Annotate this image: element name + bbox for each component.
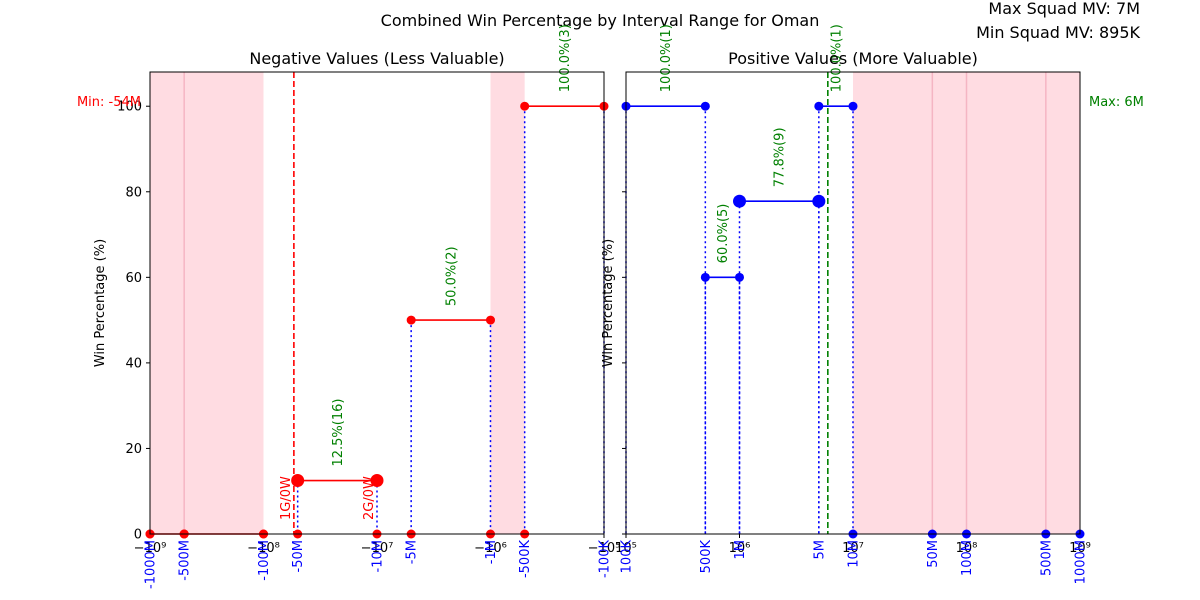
positive-segment-point: [735, 272, 744, 282]
negative-segment-label: 50.0%(2): [444, 246, 459, 306]
negative-segment-point: [291, 474, 305, 488]
negative-xtick-label: −10⁵: [588, 541, 621, 556]
positive-segment-label: 77.8%(9): [773, 127, 788, 187]
positive-segment-point: [733, 194, 746, 208]
positive-xtick-label: 10⁹: [1069, 541, 1091, 556]
negative-interval-label: -100K: [598, 540, 613, 579]
positive-reference-label: Max: 6M: [1089, 95, 1144, 110]
positive-segment-point: [848, 101, 858, 111]
negative-shaded-range: [150, 72, 264, 534]
positive-xtick-label: 10⁷: [842, 541, 864, 556]
min-squad-mv-note: Min Squad MV: 895K: [976, 23, 1140, 42]
negative-xtick-label: −10⁷: [361, 541, 394, 556]
negative-panel-title: Negative Values (Less Valuable): [249, 49, 504, 68]
negative-interval-label: -1000M: [144, 540, 159, 589]
positive-interval-label: 50M: [926, 540, 941, 568]
negative-interval-label: -50M: [291, 540, 306, 572]
negative-interval-label: -5M: [405, 540, 420, 564]
positive-segment-point: [700, 101, 710, 111]
negative-side-note: 2G/0W: [362, 476, 377, 520]
positive-interval-label: 500K: [699, 540, 714, 574]
positive-interval-label: 1M: [733, 540, 748, 560]
negative-xtick-label: −10⁹: [134, 541, 167, 556]
negative-side-note: 1G/0W: [279, 476, 294, 520]
negative-interval-label: -10M: [371, 540, 386, 572]
negative-ytick-label: 100: [117, 100, 142, 115]
negative-ytick-label: 80: [125, 185, 142, 200]
negative-segment-label: 100.0%(3): [558, 24, 573, 92]
positive-interval-label: 100M: [960, 540, 975, 576]
positive-interval-label: 500M: [1039, 540, 1054, 576]
positive-ylabel: Win Percentage (%): [601, 239, 616, 367]
negative-ytick-label: 0: [134, 528, 142, 543]
negative-values-panel: 0 20 40 60 80 100 −10⁹ −10⁸ −10⁷ −10⁶ −10⁵ -1000M -5…: [77, 24, 620, 589]
negative-interval-label: -500M: [178, 540, 193, 581]
figure-title: Combined Win Percentage by Interval Rang…: [381, 11, 820, 30]
positive-segment-point: [700, 272, 710, 282]
negative-plot-frame: [149, 71, 605, 535]
negative-segment-point: [486, 315, 495, 325]
positive-plot-frame: [625, 71, 1081, 535]
positive-xtick-label: 10⁵: [615, 541, 637, 556]
negative-reference-label: Min: -54M: [77, 95, 141, 110]
positive-interval-label: 100K: [620, 540, 635, 574]
negative-segment-point: [406, 315, 416, 325]
negative-interval-label: -100M: [257, 540, 272, 581]
positive-interval-label: 5M: [812, 540, 827, 560]
negative-segment-point: [520, 101, 530, 111]
negative-ytick-label: 20: [125, 442, 142, 457]
negative-shaded-range: [490, 72, 525, 534]
max-squad-mv-note: Max Squad MV: 7M: [988, 0, 1140, 18]
negative-ylabel: Win Percentage (%): [93, 239, 108, 367]
positive-xtick-label: 10⁸: [956, 541, 978, 556]
positive-segment-label: 60.0%(5): [716, 204, 731, 264]
negative-xtick-label: −10⁸: [247, 541, 280, 556]
positive-segment-point: [814, 101, 824, 111]
negative-interval-label: -1M: [484, 540, 499, 564]
negative-interval-label: -500K: [518, 540, 533, 579]
positive-segment-label: 100.0%(1): [829, 24, 844, 92]
negative-segment-label: 12.5%(16): [331, 399, 346, 467]
negative-xtick-label: −10⁶: [474, 541, 507, 556]
negative-ytick-label: 40: [125, 356, 142, 371]
negative-ytick-label: 60: [125, 271, 142, 286]
positive-interval-label: 10M: [847, 540, 862, 568]
positive-xtick-label: 10⁶: [729, 541, 751, 556]
positive-values-panel: 10⁵ 10⁶ 10⁷ 10⁸ 10⁹ 100K 500K 1M 5M 10M 50M 100M 500…: [601, 24, 1144, 584]
positive-interval-label: 1000M: [1074, 540, 1089, 584]
negative-segment-point: [370, 474, 384, 488]
positive-panel-title: Positive Values (More Valuable): [728, 49, 978, 68]
positive-segment-label: 100.0%(1): [659, 24, 674, 92]
positive-segment-point: [812, 194, 826, 208]
